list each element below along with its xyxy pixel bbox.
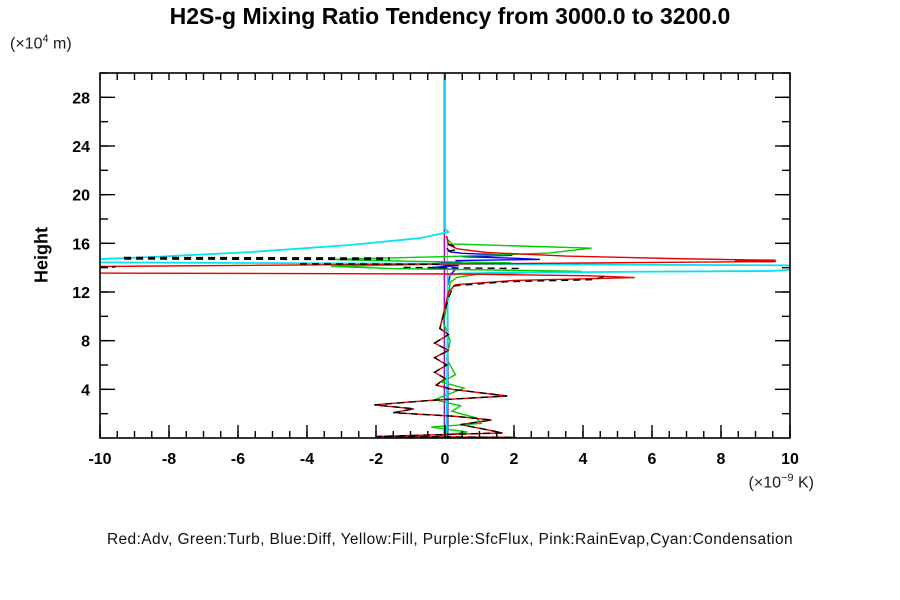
y-tick-label: 8 bbox=[81, 334, 90, 351]
series-line-black bbox=[124, 256, 390, 261]
series-line-red bbox=[100, 235, 776, 438]
y-axis-unit-label: (×104 m) bbox=[10, 33, 72, 53]
series-line-black bbox=[447, 243, 457, 252]
x-tick-label: -8 bbox=[162, 451, 176, 468]
x-tick-label: 10 bbox=[781, 451, 799, 468]
series-color-legend: Red:Adv, Green:Turb, Blue:Diff, Yellow:F… bbox=[106, 531, 794, 548]
series-group bbox=[100, 73, 790, 438]
x-tick-label: 4 bbox=[579, 451, 588, 468]
x-tick-label: 0 bbox=[441, 451, 450, 468]
y-unit-exponent: 4 bbox=[42, 33, 49, 45]
x-axis-unit-label: (×10−9 K) bbox=[749, 472, 814, 492]
y-tick-label: 24 bbox=[72, 139, 90, 156]
series-line-cyan bbox=[100, 73, 790, 438]
y-tick-label: 12 bbox=[72, 285, 90, 302]
x-tick-label: -2 bbox=[369, 451, 383, 468]
x-tick-label: -4 bbox=[300, 451, 314, 468]
y-tick-label: 28 bbox=[72, 90, 90, 107]
series-line-black bbox=[374, 275, 604, 438]
x-tick-label: -10 bbox=[88, 451, 111, 468]
x-tick-label: 8 bbox=[717, 451, 726, 468]
y-tick-label: 20 bbox=[72, 188, 90, 205]
series-line-black bbox=[403, 266, 521, 270]
y-tick-label: 4 bbox=[81, 382, 90, 399]
x-unit-suffix: K) bbox=[793, 474, 814, 492]
y-unit-base: (×10 bbox=[10, 35, 43, 53]
x-unit-exponent: −9 bbox=[781, 472, 794, 484]
x-tick-label: -6 bbox=[231, 451, 245, 468]
x-tick-label: 6 bbox=[648, 451, 657, 468]
x-tick-label: 2 bbox=[510, 451, 519, 468]
y-unit-suffix: m) bbox=[48, 35, 72, 53]
series-line-green bbox=[331, 238, 592, 438]
y-tick-label: 16 bbox=[72, 236, 90, 253]
x-unit-base: (×10 bbox=[748, 474, 781, 492]
chart-title: H2S-g Mixing Ratio Tendency from 3000.0 … bbox=[169, 3, 731, 29]
